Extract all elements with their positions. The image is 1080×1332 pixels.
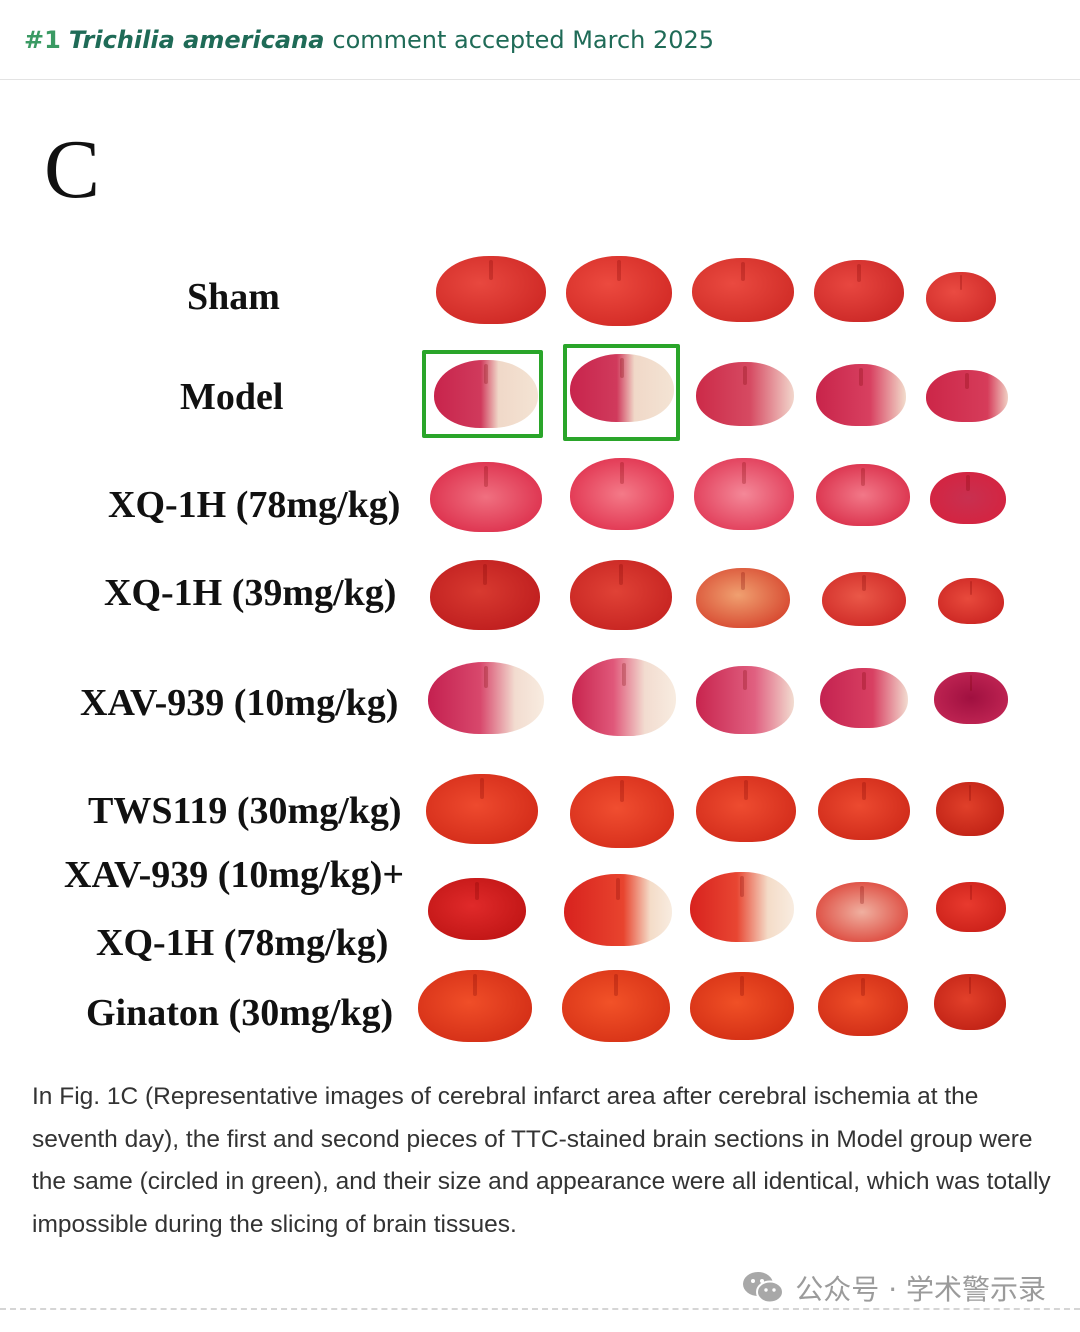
brain-slice [816,364,906,426]
row-label-xav939-combo: XAV-939 (10mg/kg)+ [64,854,405,896]
row-label-tws119: TWS119 (30mg/kg) [88,790,402,832]
brain-slice [930,472,1006,524]
brain-slice [818,974,908,1036]
brain-slice [570,354,674,422]
brain-slice [418,970,532,1042]
row-label-xq1h-78-combo: XQ-1H (78mg/kg) [96,922,389,964]
brain-slice [566,256,672,326]
wechat-icon [743,1272,785,1304]
brain-slice [696,666,794,734]
brain-slice [936,882,1006,932]
brain-slice [934,974,1006,1030]
brain-slice [816,882,908,942]
brain-slice [436,256,546,324]
brain-slice [694,458,794,530]
footer-divider [0,1308,1080,1310]
row-label-xq1h-78: XQ-1H (78mg/kg) [108,484,401,526]
brain-slice [926,370,1008,422]
brain-slice [934,672,1008,724]
brain-slice [816,464,910,526]
brain-slice [564,874,672,946]
row-label-model: Model [180,376,284,418]
row-label-xq1h-39: XQ-1H (39mg/kg) [104,572,397,614]
panel-letter: C [44,123,101,216]
brain-slice [562,970,670,1042]
brain-slice [938,578,1004,624]
row-label-sham: Sham [187,276,280,318]
highlight-box-model-1 [422,350,543,438]
brain-slice [690,972,794,1040]
brain-slice [696,776,796,842]
brain-slice [570,776,674,848]
brain-slice [570,458,674,530]
brain-slice [430,560,540,630]
brain-slice [428,662,544,734]
watermark-text: 公众号 · 学术警示录 [795,1273,1046,1306]
brain-slice [820,668,908,728]
brain-slice [696,362,794,426]
brain-slice [822,572,906,626]
brain-slice [434,360,538,428]
brain-slice [926,272,996,322]
watermark: 公众号 · 学术警示录 [741,1268,1046,1308]
highlight-box-model-2 [563,344,680,441]
brain-slice [692,258,794,322]
brain-slice [570,560,672,630]
brain-slice [696,568,790,628]
figure-caption: In Fig. 1C (Representative images of cer… [32,1083,1051,1238]
comment-status: comment accepted March 2025 [332,25,715,54]
brain-slice [572,658,676,736]
brain-slice [428,878,526,940]
brain-slice [426,774,538,844]
species-name: Trichilia americana [68,25,325,54]
comment-number: #1 [24,25,61,54]
brain-slice [430,462,542,532]
brain-slice [818,778,910,840]
brain-slice [690,872,794,942]
row-label-xav939: XAV-939 (10mg/kg) [80,682,399,724]
brain-slice [814,260,904,322]
brain-slice [936,782,1004,836]
comment-header: #1 Trichilia americana comment accepted … [0,0,1080,80]
row-label-ginaton: Ginaton (30mg/kg) [86,992,394,1034]
ttc-figure: C Sham Model XQ-1H (78mg/kg) XQ-1H (39mg… [0,82,1080,1050]
